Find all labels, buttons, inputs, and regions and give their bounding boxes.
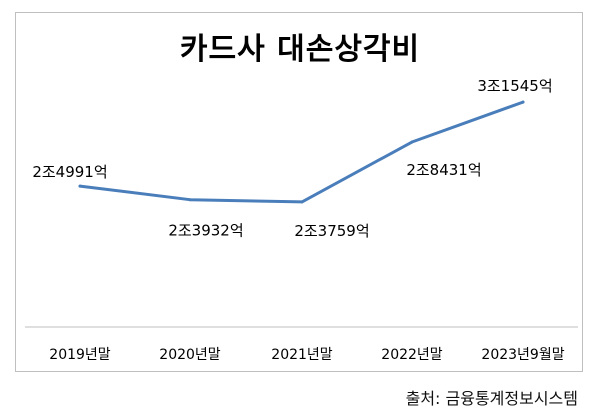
data-labels: 2조4991억 2조3932억 2조3759억 2조8431억 3조1545억	[32, 77, 552, 240]
data-point	[521, 100, 525, 104]
data-label: 2조3759억	[294, 222, 369, 240]
chart-title: 카드사 대손상각비	[179, 32, 421, 67]
chart-frame	[15, 12, 583, 372]
data-point	[410, 140, 414, 144]
x-tick-labels: 2019년말 2020년말 2021년말 2022년말 2023년9월말	[49, 347, 564, 363]
data-label: 2조8431억	[406, 161, 481, 179]
source-note: 출처: 금융통계정보시스템	[405, 389, 578, 408]
x-tick-label: 2022년말	[381, 347, 443, 363]
data-point	[300, 200, 304, 204]
data-point	[78, 184, 82, 188]
series-line	[78, 100, 525, 204]
x-tick-label: 2020년말	[159, 347, 221, 363]
data-label: 2조4991억	[32, 163, 107, 181]
data-label: 2조3932억	[168, 222, 243, 240]
data-point	[188, 198, 192, 202]
data-label: 3조1545억	[477, 77, 552, 95]
x-tick-label: 2023년9월말	[481, 347, 564, 363]
x-tick-label: 2021년말	[271, 347, 333, 363]
x-tick-label: 2019년말	[49, 347, 111, 363]
